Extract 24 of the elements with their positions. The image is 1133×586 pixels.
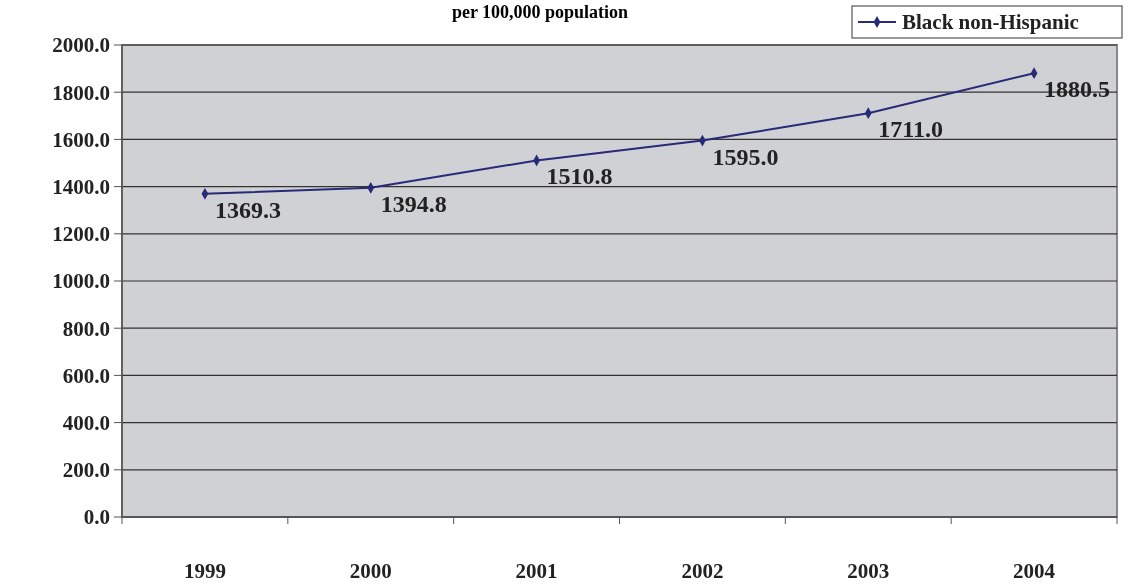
legend-label: Black non-Hispanic xyxy=(902,10,1079,35)
x-tick-label: 2004 xyxy=(1013,559,1056,583)
x-tick-label: 2000 xyxy=(349,559,392,583)
y-tick-label: 800.0 xyxy=(62,316,110,341)
y-tick-label: 1000.0 xyxy=(52,269,110,294)
y-tick-label: 2000.0 xyxy=(52,33,110,58)
data-label: 1595.0 xyxy=(712,143,779,170)
y-tick-label: 0.0 xyxy=(83,505,110,530)
x-tick-label: 2001 xyxy=(515,559,558,583)
y-tick-label: 1600.0 xyxy=(52,127,110,152)
y-tick-label: 1200.0 xyxy=(52,222,110,247)
y-tick-label: 600.0 xyxy=(62,363,110,388)
data-label: 1711.0 xyxy=(878,116,943,143)
x-tick-label: 2003 xyxy=(847,559,890,583)
y-tick-label: 1400.0 xyxy=(52,174,110,199)
y-tick-label: 400.0 xyxy=(62,410,110,435)
data-label: 1510.8 xyxy=(546,163,613,190)
x-tick-label: 1999 xyxy=(183,559,226,583)
y-tick-label: 1800.0 xyxy=(52,80,110,105)
data-label: 1369.3 xyxy=(214,196,281,223)
x-tick-label: 2002 xyxy=(681,559,724,583)
data-label: 1394.8 xyxy=(380,190,447,217)
y-tick-label: 200.0 xyxy=(62,458,110,483)
chart-title: per 100,000 population xyxy=(451,2,629,22)
